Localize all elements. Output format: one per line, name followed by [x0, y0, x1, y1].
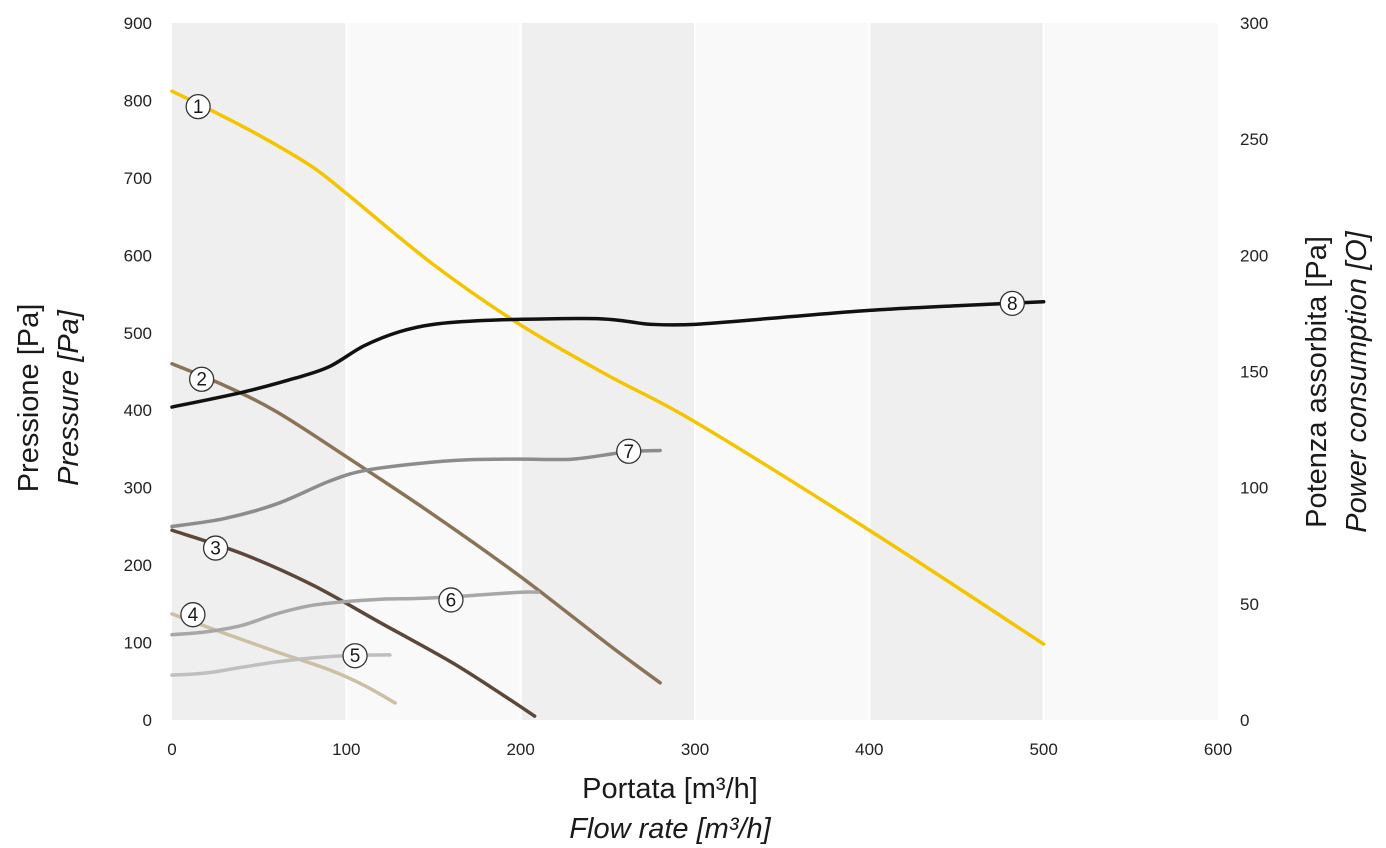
series-label: 1 [193, 97, 204, 118]
y-axis-title-en: Pressure [Pa] [53, 309, 85, 486]
y2-axis-ticks: 0 50 100 150 200 250 300 [1240, 14, 1268, 730]
y-tick-label: 200 [124, 556, 152, 575]
series-label: 6 [446, 590, 457, 611]
y2-axis-title-en: Power consumption [O] [1341, 230, 1373, 532]
y-tick-label: 900 [124, 14, 152, 33]
series-line-8 [170, 300, 1046, 409]
y-axis-ticks: 0 100 200 300 400 500 600 700 800 900 [124, 14, 152, 730]
y-tick-label: 800 [124, 91, 152, 110]
series-marker-8: 8 [999, 290, 1025, 316]
background-band [1043, 23, 1218, 720]
x-tick-label: 500 [1029, 740, 1057, 759]
y-tick-label: 100 [124, 634, 152, 653]
series-marker-circle [999, 290, 1025, 316]
y-axis-title: Pressione [Pa] [13, 304, 45, 493]
series-marker-circle [202, 535, 229, 561]
series-marker-circle [616, 438, 642, 464]
series-label: 7 [623, 442, 634, 463]
background-band [520, 23, 695, 720]
background-bands [172, 23, 1218, 720]
series-marker-1: 1 [185, 93, 211, 120]
series-marker-circle [188, 366, 215, 392]
series-line-7 [170, 448, 662, 529]
series-line-5 [170, 653, 392, 677]
x-tick-label: 400 [855, 740, 883, 759]
background-band [346, 23, 521, 720]
x-tick-label: 300 [681, 740, 709, 759]
y2-axis-title: Potenza assorbita [Pa] [1301, 236, 1333, 528]
series-marker-3: 3 [202, 535, 229, 561]
background-band [695, 23, 870, 720]
y2-tick-label: 250 [1240, 130, 1268, 149]
series-label: 3 [210, 539, 221, 560]
x-axis-ticks: 0 100 200 300 400 500 600 [167, 740, 1232, 759]
series-line-6 [170, 590, 540, 637]
series-label: 8 [1007, 294, 1018, 315]
y-tick-label: 400 [124, 401, 152, 420]
y-tick-label: 700 [124, 169, 152, 188]
y2-tick-label: 0 [1240, 711, 1249, 730]
y2-tick-label: 150 [1240, 363, 1268, 382]
series-marker-4: 4 [180, 602, 206, 628]
series-lines [170, 89, 1046, 718]
series-marker-circle [185, 93, 211, 120]
y-tick-label: 0 [143, 711, 152, 730]
series-label: 5 [350, 646, 361, 667]
y-tick-label: 600 [124, 246, 152, 265]
y-tick-label: 500 [124, 324, 152, 343]
x-tick-label: 100 [332, 740, 360, 759]
series-label: 2 [196, 370, 207, 391]
y-tick-label: 300 [124, 479, 152, 498]
series-line-3 [170, 528, 537, 718]
series-marker-5: 5 [342, 643, 368, 669]
y2-tick-label: 300 [1240, 14, 1268, 33]
series-labels: 1 2 3 4 5 6 7 8 [180, 93, 1025, 669]
series-marker-circle [438, 587, 464, 613]
x-axis-title: Portata [m³/h] [582, 773, 758, 805]
series-marker-2: 2 [188, 366, 215, 392]
background-band [869, 23, 1044, 720]
series-label: 4 [188, 605, 199, 626]
x-tick-label: 0 [167, 740, 176, 759]
x-axis-title-en: Flow rate [m³/h] [569, 813, 771, 845]
series-marker-6: 6 [438, 587, 464, 613]
series-line-1 [170, 89, 1046, 646]
y2-tick-label: 50 [1240, 595, 1259, 614]
x-tick-label: 600 [1204, 740, 1232, 759]
series-marker-circle [342, 643, 368, 669]
series-marker-circle [180, 602, 206, 628]
y2-tick-label: 100 [1240, 479, 1268, 498]
series-marker-7: 7 [616, 438, 642, 464]
x-tick-label: 200 [506, 740, 534, 759]
y2-tick-label: 200 [1240, 246, 1268, 265]
